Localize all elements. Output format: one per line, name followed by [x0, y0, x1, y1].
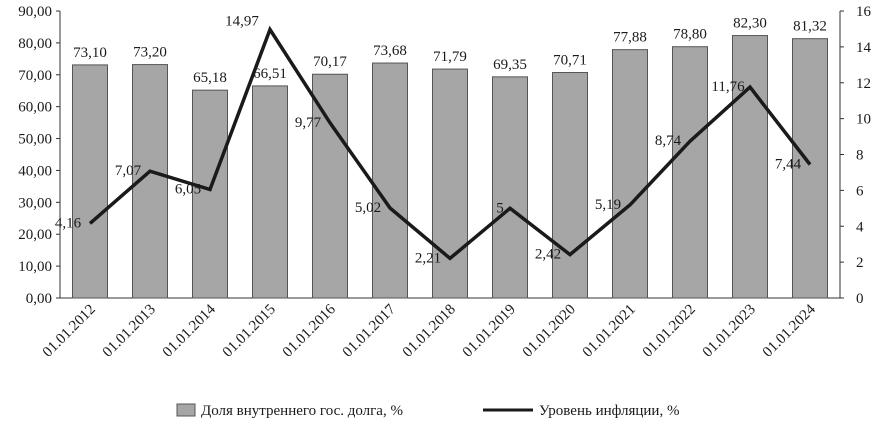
bar-data-label: 82,30 — [733, 16, 767, 32]
right-axis-tick-label: 2 — [856, 255, 864, 271]
legend-swatch-debt-share — [176, 403, 196, 417]
bar — [252, 85, 288, 299]
inflation-line — [88, 25, 812, 261]
x-tick-label: 01.01.2021 — [580, 302, 639, 361]
x-tick-label: 01.01.2018 — [400, 302, 459, 361]
left-axis-tick-label: 40,00 — [18, 163, 52, 179]
bar-data-label: 70,71 — [553, 53, 587, 69]
bar — [492, 76, 528, 299]
right-axis-tick-label: 8 — [856, 148, 864, 164]
inflation-series-line — [88, 25, 812, 261]
right-axis-tick-label: 14 — [856, 40, 872, 56]
line-data-label: 5 — [496, 200, 504, 216]
legend-label-inflation: Уровень инфляции, % — [539, 403, 679, 419]
line-data-label: 9,77 — [295, 115, 322, 131]
legend: Доля внутреннего гос. долга, % Уровень и… — [176, 403, 679, 419]
bar-data-label: 78,80 — [673, 27, 707, 43]
x-tick-label: 01.01.2017 — [340, 301, 399, 360]
bar-data-label: 70,17 — [313, 54, 347, 70]
bar — [312, 73, 348, 299]
bar — [792, 38, 828, 299]
bar-data-label: 73,68 — [373, 43, 407, 59]
left-axis-tick-label: 60,00 — [18, 100, 52, 116]
x-tick-label: 01.01.2015 — [220, 302, 279, 361]
right-axis-tick-label: 16 — [856, 4, 872, 20]
bar-data-label: 71,79 — [433, 49, 467, 65]
x-tick-label: 01.01.2022 — [640, 302, 699, 361]
right-axis-tick-label: 6 — [856, 183, 864, 199]
left-axis-tick-label: 80,00 — [18, 36, 52, 52]
legend-label-debt-share: Доля внутреннего гос. долга, % — [201, 403, 403, 419]
bar-data-label: 66,51 — [253, 66, 287, 82]
left-axis-tick-label: 10,00 — [18, 259, 52, 275]
bar-data-label: 77,88 — [613, 30, 647, 46]
bar-data-label: 73,20 — [133, 45, 167, 61]
right-axis-tick-label: 0 — [856, 291, 864, 307]
line-data-label: 5,19 — [595, 197, 621, 213]
line-data-label: 14,97 — [225, 13, 259, 29]
bar-data-label: 69,35 — [493, 57, 527, 73]
bar — [72, 64, 108, 299]
right-axis-tick-label: 12 — [856, 76, 871, 92]
bar — [192, 89, 228, 299]
bar-data-label: 81,32 — [793, 19, 827, 35]
line-labels: 4,16 7,07 6,05 14,97 9,77 5,02 2,21 5 2,42 5,19 8,… — [55, 13, 802, 266]
bar — [612, 49, 648, 299]
bar-data-label: 73,10 — [73, 45, 107, 61]
left-axis-tick-label: 30,00 — [18, 195, 52, 211]
line-data-label: 5,02 — [355, 200, 381, 216]
left-axis-tick-label: 20,00 — [18, 227, 52, 243]
line-data-label: 2,21 — [415, 250, 441, 266]
x-tick-label: 01.01.2019 — [460, 302, 519, 361]
left-axis-tick-label: 50,00 — [18, 132, 52, 148]
right-axis-tick-label: 10 — [856, 112, 871, 128]
right-axis-tick-label: 4 — [856, 219, 864, 235]
bar — [672, 46, 708, 299]
bar — [552, 72, 588, 299]
bar-data-label: 65,18 — [193, 70, 227, 86]
x-tick-label: 01.01.2023 — [700, 302, 759, 361]
left-axis-tick-label: 90,00 — [18, 4, 52, 20]
bars — [72, 35, 828, 299]
x-tick-label: 01.01.2020 — [520, 302, 579, 361]
left-axis-tick-label: 0,00 — [26, 291, 52, 307]
axes: 0,00 10,00 20,00 30,00 40,00 50,00 60,00 70,00 8… — [18, 4, 871, 307]
left-axis-tick-label: 70,00 — [18, 68, 52, 84]
x-tick-labels: 01.01.2012 01.01.2013 01.01.2014 01.01.2015… — [40, 301, 819, 360]
x-tick-label: 01.01.2012 — [40, 302, 99, 361]
line-data-label: 4,16 — [55, 215, 82, 231]
line-data-label: 8,74 — [655, 133, 682, 149]
line-data-label: 7,44 — [775, 157, 802, 173]
bar-labels: 73,10 73,20 65,18 66,51 70,17 73,68 71,79 69,35… — [73, 16, 827, 87]
line-data-label: 6,05 — [175, 181, 201, 197]
line-data-label: 11,76 — [711, 79, 745, 95]
line-data-label: 7,07 — [115, 163, 142, 179]
bar — [732, 35, 768, 299]
x-tick-label: 01.01.2013 — [100, 302, 159, 361]
x-tick-label: 01.01.2016 — [280, 301, 339, 360]
line-data-label: 2,42 — [535, 247, 561, 263]
bar — [372, 62, 408, 299]
x-tick-label: 01.01.2014 — [160, 301, 219, 360]
x-tick-label: 01.01.2024 — [760, 301, 819, 360]
